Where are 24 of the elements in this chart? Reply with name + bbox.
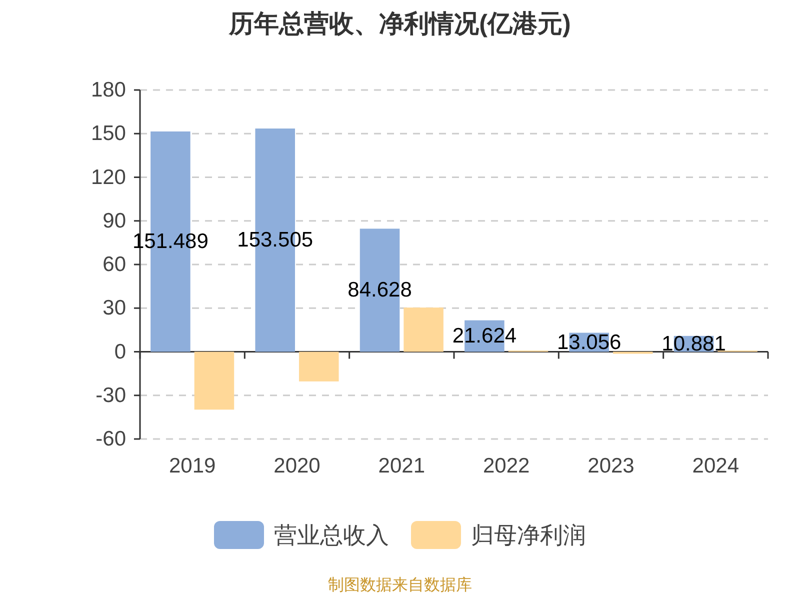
x-tick-label: 2024 bbox=[692, 454, 740, 478]
x-tick-label: 2019 bbox=[168, 454, 216, 478]
x-tick-label: 2021 bbox=[378, 454, 426, 478]
data-label: 21.624 bbox=[452, 324, 517, 348]
x-tick-label: 2023 bbox=[588, 454, 634, 478]
y-tick-label: 180 bbox=[90, 78, 126, 102]
legend-label: 营业总收入 bbox=[274, 522, 389, 548]
y-tick-label: 0 bbox=[114, 340, 126, 364]
y-tick-label: 30 bbox=[102, 296, 126, 320]
y-tick-label: -60 bbox=[96, 428, 126, 450]
y-tick-label: 150 bbox=[90, 122, 126, 146]
x-tick-label: 2022 bbox=[482, 454, 530, 478]
y-tick-label: 120 bbox=[90, 166, 126, 189]
data-label: 10.881 bbox=[662, 332, 726, 356]
chart-title: 历年总营收、净利情况(亿港元) bbox=[228, 10, 571, 38]
y-tick-label: 60 bbox=[102, 253, 126, 276]
legend-label: 归母净利润 bbox=[471, 522, 586, 548]
y-tick-label: -30 bbox=[96, 384, 126, 407]
data-label: 153.505 bbox=[237, 228, 314, 252]
y-tick-label: 90 bbox=[102, 209, 126, 232]
data-label: 13.056 bbox=[556, 330, 622, 354]
x-tick-label: 2020 bbox=[274, 454, 320, 478]
text: 制图数据来自数据库 bbox=[328, 576, 472, 594]
data-label: 84.628 bbox=[348, 278, 412, 302]
